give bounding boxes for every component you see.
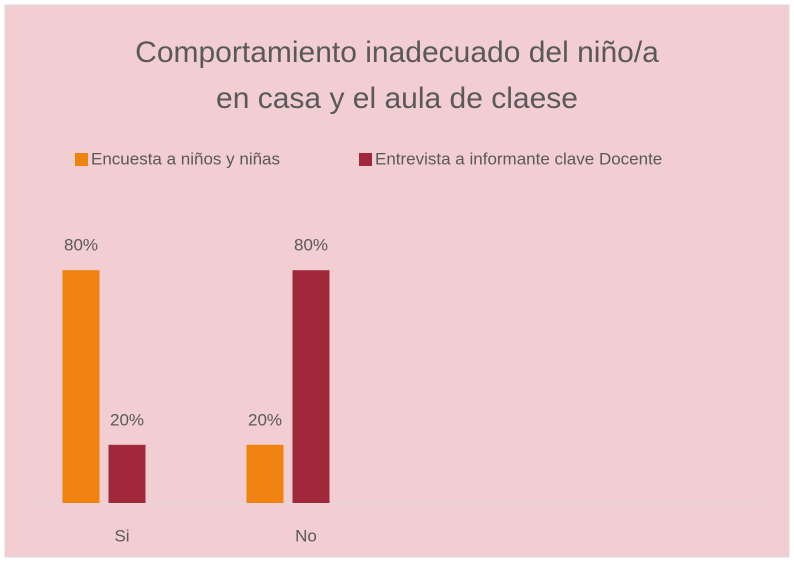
- bar: [108, 444, 146, 503]
- data-label: 80%: [294, 236, 328, 255]
- x-tick-label: Si: [114, 526, 129, 545]
- data-label: 80%: [64, 236, 98, 255]
- data-label: 20%: [110, 410, 144, 429]
- legend-swatch: [359, 153, 372, 166]
- legend-label: Encuesta a niños y niñas: [91, 149, 280, 168]
- chart-title: Comportamiento inadecuado del niño/a: [135, 36, 659, 69]
- data-label: 20%: [248, 410, 282, 429]
- legend-label: Entrevista a informante clave Docente: [375, 149, 662, 168]
- bar: [292, 270, 330, 503]
- legend-swatch: [75, 153, 88, 166]
- bar: [62, 270, 100, 503]
- chart-title: en casa y el aula de claese: [216, 82, 578, 115]
- x-tick-label: No: [295, 526, 317, 545]
- bar: [246, 444, 284, 503]
